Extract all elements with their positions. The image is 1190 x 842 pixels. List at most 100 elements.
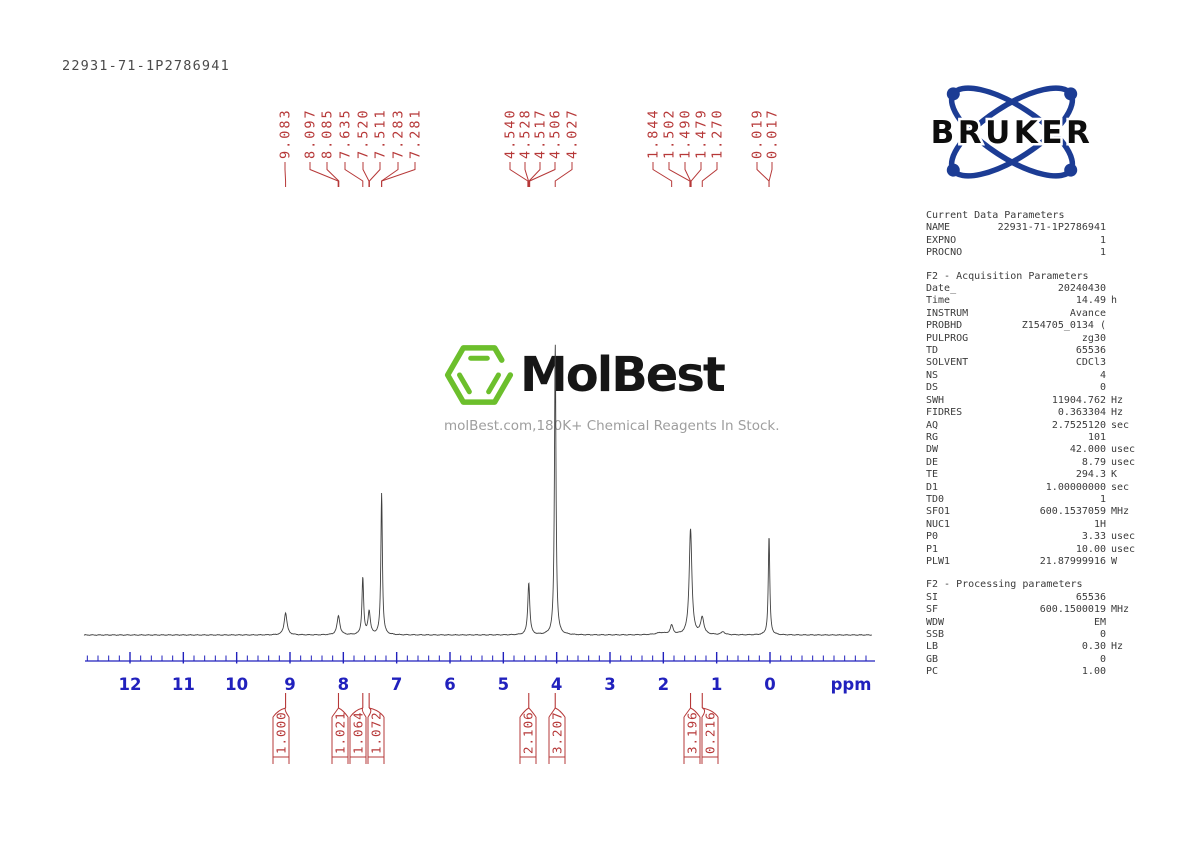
param-row: Time 14.49 h bbox=[926, 295, 1142, 307]
peak-shift-label: 7.283 bbox=[391, 108, 407, 159]
param-key: SOLVENT bbox=[926, 357, 969, 369]
peak-label-connector bbox=[509, 162, 529, 187]
param-key: NUC1 bbox=[926, 518, 951, 530]
integral-value: 3.196 bbox=[685, 711, 700, 754]
param-key: DS bbox=[926, 382, 939, 394]
param-row: WDW EM bbox=[926, 617, 1142, 629]
param-unit: sec bbox=[1111, 419, 1130, 431]
peak-shift-label: 7.511 bbox=[373, 108, 389, 159]
param-key: D1 bbox=[926, 481, 939, 493]
param-value: 10.00 bbox=[1075, 543, 1106, 555]
param-row: D1 1.00000000 sec bbox=[926, 482, 1142, 494]
param-row: DS 0 bbox=[926, 382, 1142, 394]
axis-tick-label: 8 bbox=[338, 675, 349, 694]
peak-label-connector bbox=[326, 162, 340, 187]
peak-label-connector bbox=[554, 162, 573, 187]
param-value: zg30 bbox=[1081, 332, 1106, 344]
param-row: NS 4 bbox=[926, 370, 1142, 382]
param-row: NAME 22931-71-1P2786941 bbox=[926, 222, 1142, 234]
peak-label-connector bbox=[756, 162, 770, 187]
param-value: 42.000 bbox=[1069, 444, 1106, 456]
param-row: SSB 0 bbox=[926, 629, 1142, 641]
param-row: NUC1 1H bbox=[926, 519, 1142, 531]
param-row: TD0 1 bbox=[926, 494, 1142, 506]
watermark-tagline: molBest.com,180K+ Chemical Reagents In S… bbox=[444, 418, 780, 434]
param-unit: Hz bbox=[1111, 394, 1124, 406]
param-row: DE 8.79 usec bbox=[926, 457, 1142, 469]
peak-label-connector bbox=[529, 162, 556, 187]
integral-value: 1.072 bbox=[369, 711, 384, 754]
peak-shift-label: 8.097 bbox=[303, 108, 319, 159]
axis-tick-label: 7 bbox=[391, 675, 402, 694]
peak-shift-label: 4.506 bbox=[548, 108, 564, 159]
axis-tick-label: 10 bbox=[225, 675, 248, 694]
param-value: EM bbox=[1093, 616, 1106, 628]
peak-shift-label: 4.027 bbox=[565, 108, 581, 159]
integral-neck bbox=[272, 707, 290, 718]
param-unit: K bbox=[1111, 469, 1118, 481]
parameters-panel: Current Data Parameters NAME 22931-71-1P27… bbox=[926, 210, 1142, 679]
param-key: TD0 bbox=[926, 493, 945, 505]
integral-bracket bbox=[683, 717, 701, 764]
param-unit: Hz bbox=[1111, 407, 1124, 419]
param-row: P1 10.00 usec bbox=[926, 544, 1142, 556]
integral-value: 2.106 bbox=[521, 711, 536, 754]
param-key: P1 bbox=[926, 543, 939, 555]
integral-bracket bbox=[331, 717, 349, 764]
param-key: P0 bbox=[926, 531, 939, 543]
param-value: 0 bbox=[1099, 382, 1106, 394]
param-section-header: F2 - Processing parameters bbox=[926, 579, 1083, 591]
peak-label-connector bbox=[381, 162, 416, 187]
param-value: 14.49 bbox=[1075, 295, 1106, 307]
integral-bracket bbox=[548, 717, 566, 764]
param-value: 1.00000000 bbox=[1045, 481, 1106, 493]
param-row: LB 0.30 Hz bbox=[926, 641, 1142, 653]
param-key: GB bbox=[926, 653, 939, 665]
param-key: PLW1 bbox=[926, 555, 951, 567]
sample-id: 22931-71-1P2786941 bbox=[62, 58, 230, 74]
param-unit: usec bbox=[1111, 543, 1136, 555]
integral-value: 3.207 bbox=[550, 711, 565, 754]
param-key: WDW bbox=[926, 616, 945, 628]
x-axis: 12 11 10 9 8 7 6 5 4 3 2 1 0 ppm bbox=[85, 652, 875, 694]
param-row: SF 600.1500019 MHz bbox=[926, 604, 1142, 616]
param-value: 1 bbox=[1099, 234, 1106, 246]
integral-bracket bbox=[367, 717, 385, 764]
param-value: 4 bbox=[1099, 369, 1106, 381]
param-row: Date_ 20240430 bbox=[926, 283, 1142, 295]
axis-tick-label: 1 bbox=[711, 675, 722, 694]
axis-tick-label: 9 bbox=[284, 675, 295, 694]
integral-value: 0.216 bbox=[703, 711, 718, 754]
peak-shift-label: 7.635 bbox=[338, 108, 354, 159]
param-value: 2.7525120 bbox=[1051, 419, 1106, 431]
axis-tick-label: 4 bbox=[551, 675, 562, 694]
param-key: SFO1 bbox=[926, 506, 951, 518]
param-row: EXPNO 1 bbox=[926, 235, 1142, 247]
param-value: 294.3 bbox=[1075, 469, 1106, 481]
param-row: TD 65536 bbox=[926, 345, 1142, 357]
param-row: P0 3.33 usec bbox=[926, 531, 1142, 543]
peak-label-connector bbox=[701, 162, 718, 187]
peak-label-connector bbox=[668, 162, 691, 187]
param-key: RG bbox=[926, 431, 939, 443]
param-key: TD bbox=[926, 345, 939, 357]
param-row: FIDRES 0.363304 Hz bbox=[926, 407, 1142, 419]
param-key: Date_ bbox=[926, 283, 957, 295]
param-unit: W bbox=[1111, 555, 1118, 567]
param-value: 0 bbox=[1099, 629, 1106, 640]
integral-bracket bbox=[349, 717, 367, 764]
integral-neck bbox=[367, 707, 385, 718]
param-value: 0.363304 bbox=[1057, 407, 1106, 419]
param-value: 65536 bbox=[1075, 591, 1106, 603]
peak-shift-label: 1.844 bbox=[646, 108, 662, 159]
param-key: PULPROG bbox=[926, 332, 969, 344]
peak-shift-label: 9.083 bbox=[278, 108, 294, 159]
param-value: 21.87999916 bbox=[1039, 555, 1106, 567]
integral-neck bbox=[701, 707, 719, 718]
integral-neck bbox=[349, 707, 367, 718]
param-key: Time bbox=[926, 295, 951, 307]
axis-tick-label: 2 bbox=[658, 675, 669, 694]
bruker-atom-icon bbox=[946, 85, 1078, 179]
param-unit: usec bbox=[1111, 531, 1136, 543]
param-row: SI 65536 bbox=[926, 592, 1142, 604]
